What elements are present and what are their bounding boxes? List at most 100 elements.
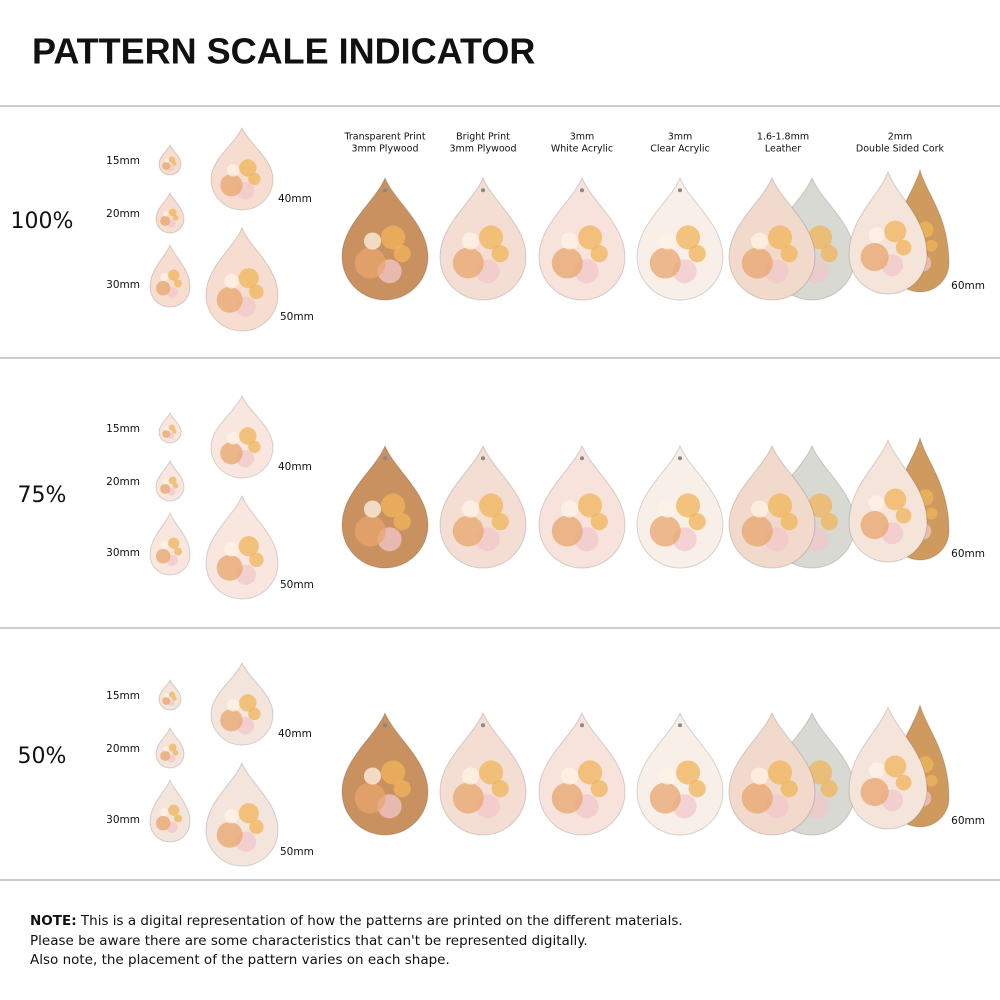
hole	[580, 188, 584, 193]
size-label: 20mm	[106, 208, 140, 220]
pattern-blob	[238, 803, 259, 824]
pattern-blob	[452, 782, 484, 814]
pattern-blob	[551, 782, 583, 814]
pattern-blob	[590, 513, 608, 531]
size-label: 20mm	[106, 743, 140, 755]
pattern-blob	[216, 821, 243, 848]
size-label: 15mm	[106, 155, 140, 167]
pattern-blob	[238, 536, 259, 557]
pattern-blob	[172, 750, 179, 756]
pattern-blob	[895, 507, 912, 524]
pattern-blob	[163, 745, 169, 752]
size-label: 40mm	[278, 193, 312, 205]
pattern-blob	[220, 442, 243, 465]
pattern-blob	[649, 515, 681, 547]
pattern-blob	[578, 493, 603, 518]
size-label: 40mm	[278, 461, 312, 473]
pattern-blob	[649, 247, 681, 279]
pattern-blob	[491, 780, 509, 798]
pattern-blob	[160, 750, 171, 761]
pattern-blob	[239, 427, 257, 445]
pattern-blob	[780, 513, 798, 531]
note-label: NOTE:	[30, 913, 77, 929]
pattern-blob	[741, 515, 773, 547]
pattern-blob	[676, 760, 701, 785]
material-label: 2mm	[888, 132, 913, 143]
pattern-blob	[808, 493, 833, 518]
pattern-blob	[172, 161, 177, 166]
pattern-blob	[172, 483, 179, 489]
note-line: Also note, the placement of the pattern …	[30, 952, 450, 968]
hole	[383, 723, 387, 728]
pattern-blob	[925, 239, 938, 252]
pattern-blob	[895, 239, 912, 256]
pattern-blob	[658, 767, 677, 785]
pattern-blob	[354, 247, 386, 279]
pattern-blob	[381, 760, 406, 785]
size-label: 50mm	[280, 579, 314, 591]
pattern-blob	[354, 515, 386, 547]
size-label: 60mm	[951, 548, 985, 560]
pattern-blob	[393, 780, 411, 798]
pattern-blob	[381, 493, 406, 518]
pattern-blob	[168, 743, 177, 752]
pattern-blob	[780, 780, 798, 798]
pattern-blob	[868, 227, 885, 243]
size-label: 40mm	[278, 728, 312, 740]
pattern-blob	[168, 804, 180, 816]
pattern-blob	[363, 767, 382, 785]
pattern-blob	[868, 762, 885, 778]
pattern-blob	[461, 767, 480, 785]
pattern-blob	[590, 780, 608, 798]
pattern-blob	[172, 215, 179, 221]
pattern-blob	[162, 161, 171, 170]
pattern-blob	[363, 500, 382, 518]
pattern-blob	[780, 245, 798, 263]
pattern-blob	[163, 210, 169, 217]
pattern-blob	[820, 780, 838, 798]
pattern-blob	[479, 493, 504, 518]
pattern-blob	[768, 493, 793, 518]
material-label: 3mm Plywood	[352, 144, 419, 155]
pattern-blob	[578, 760, 603, 785]
size-label: 15mm	[106, 690, 140, 702]
material-label: 1.6-1.8mm	[757, 132, 809, 143]
pattern-blob	[354, 782, 386, 814]
pattern-blob	[658, 500, 677, 518]
size-label: 30mm	[106, 279, 140, 291]
pattern-blob	[172, 696, 177, 701]
pattern-blob	[491, 513, 509, 531]
material-label: White Acrylic	[551, 144, 613, 155]
note-line: Please be aware there are some character…	[30, 932, 588, 949]
pattern-blob	[658, 232, 677, 250]
pattern-blob	[808, 760, 833, 785]
scale-label: 75%	[18, 483, 67, 508]
pattern-blob	[160, 808, 169, 817]
pattern-blob	[578, 225, 603, 250]
pattern-blob	[224, 542, 239, 557]
pattern-blob	[768, 760, 793, 785]
pattern-blob	[393, 513, 411, 531]
pattern-blob	[160, 483, 171, 494]
pattern-blob	[168, 691, 176, 698]
pattern-blob	[393, 245, 411, 263]
pattern-blob	[174, 814, 182, 823]
pattern-blob	[168, 156, 176, 163]
size-label: 50mm	[280, 311, 314, 323]
pattern-blob	[676, 225, 701, 250]
pattern-blob	[452, 247, 484, 279]
pattern-blob	[808, 225, 833, 250]
hole	[678, 723, 682, 728]
pattern-blob	[162, 429, 171, 438]
pattern-blob	[249, 819, 264, 835]
pattern-blob	[479, 225, 504, 250]
size-label: 30mm	[106, 814, 140, 826]
pattern-blob	[239, 694, 257, 712]
scale-label: 100%	[11, 209, 74, 234]
pattern-blob	[164, 426, 170, 431]
pattern-blob	[688, 245, 706, 263]
size-label: 60mm	[951, 280, 985, 292]
material-label: 3mm	[570, 132, 595, 143]
pattern-blob	[168, 269, 180, 281]
